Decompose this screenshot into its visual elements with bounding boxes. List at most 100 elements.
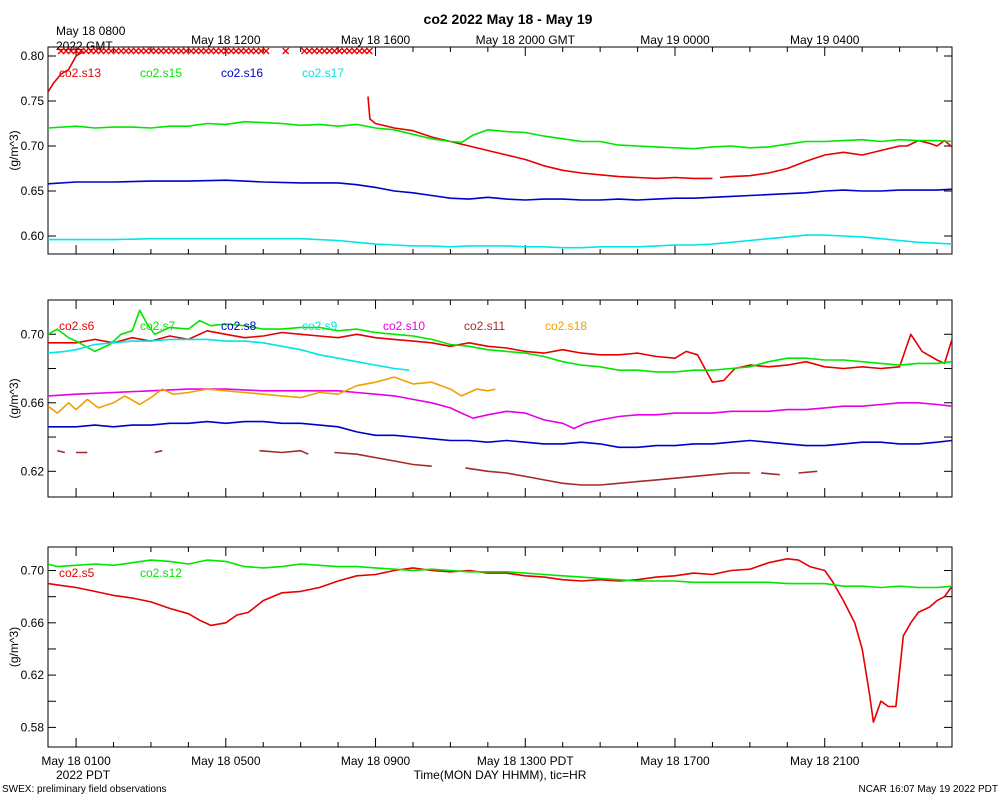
missing-data-marker [207, 47, 215, 55]
missing-data-marker [315, 47, 323, 55]
missing-data-marker [57, 47, 65, 55]
missing-data-marker [252, 47, 260, 55]
series-segment [48, 50, 85, 93]
missing-data-marker [212, 47, 220, 55]
legend-co2-s9: co2.s9 [302, 319, 338, 333]
missing-data-marker [242, 47, 250, 55]
panel-top: 0.60 0.65 0.70 0.75 0.80 (g/m^3) co2.s13 co2.s1… [7, 46, 953, 255]
missing-data-marker [107, 47, 115, 55]
missing-data-marker [192, 47, 200, 55]
missing-data-marker [365, 47, 373, 55]
missing-data-marker [137, 47, 145, 55]
pdt-tick-label: May 18 1300 PDT [477, 754, 574, 768]
missing-data-marker [127, 47, 135, 55]
series-line-co2-s9 [48, 338, 410, 371]
gmt-tick-label: May 19 0000 [640, 33, 710, 47]
missing-data-marker [62, 47, 70, 55]
series-segment [57, 449, 65, 454]
pdt-tick-label: May 18 1700 [640, 754, 710, 768]
series-line-co2-s12 [48, 559, 952, 589]
gmt-tick-label: May 19 0400 [790, 33, 860, 47]
missing-data-marker [112, 47, 120, 55]
pdt-axis-zone-label: 2022 PDT [56, 768, 111, 782]
series-line-co2-s15 [48, 120, 952, 150]
missing-data-marker [237, 47, 245, 55]
missing-data-marker [117, 47, 125, 55]
y-tick-label: 0.80 [21, 49, 45, 63]
missing-data-marker [122, 47, 130, 55]
y-tick-label: 0.70 [21, 564, 45, 578]
missing-data-marker [187, 47, 195, 55]
y-tick-label: 0.60 [21, 229, 45, 243]
series-line-co2-s5 [48, 558, 952, 723]
series-segment [761, 472, 780, 476]
missing-data-marker [305, 47, 313, 55]
series-segment [48, 376, 496, 414]
missing-data-marker [345, 47, 353, 55]
series-segment [154, 449, 163, 454]
series-line-co2-s10 [48, 388, 952, 430]
missing-data-marker [355, 47, 363, 55]
pdt-tick-label: May 18 0500 [191, 754, 261, 768]
y-tick-label: 0.66 [21, 396, 45, 410]
y-axis-label: (g/m^3) [7, 378, 21, 418]
gmt-time-axis: May 18 0800 May 18 1200 May 18 1600 May 18 … [56, 24, 860, 47]
series-line-co2-s6 [48, 330, 952, 383]
missing-data-marker [132, 47, 140, 55]
missing-data-marker [310, 47, 318, 55]
series-segment [367, 96, 713, 180]
pdt-time-axis: May 18 0100 May 18 0500 May 18 0900 May 18 … [41, 754, 859, 768]
legend-co2-s8: co2.s8 [221, 319, 257, 333]
series-segment [48, 234, 952, 249]
missing-data-marker [262, 47, 270, 55]
legend-co2-s6: co2.s6 [59, 319, 95, 333]
series-segment [48, 388, 952, 430]
panel-frame [47, 299, 953, 498]
series-segment [798, 470, 818, 474]
missing-data-marker [325, 47, 333, 55]
panel-bottom: 0.58 0.62 0.66 0.70 (g/m^3) co2.s5 co2.s12 [7, 546, 953, 748]
series-line-co2-s11 [57, 449, 818, 486]
missing-data-marker [335, 47, 343, 55]
series-segment [48, 558, 952, 723]
legend-co2-s5: co2.s5 [59, 566, 95, 580]
gmt-tick-label: May 18 1600 [341, 33, 411, 47]
missing-data-marker [217, 47, 225, 55]
legend-co2-s18: co2.s18 [545, 319, 587, 333]
series-segment [48, 338, 410, 371]
missing-data-marker [350, 47, 358, 55]
missing-data-marker [257, 47, 265, 55]
missing-data-marker [152, 47, 160, 55]
series-line-co2-s7 [48, 309, 952, 373]
series-segment [334, 451, 432, 467]
gmt-axis-zone-label: 2022 GMT [56, 39, 113, 53]
series-segment [259, 449, 309, 455]
missing-data-marker [172, 47, 180, 55]
missing-data-marker [102, 47, 110, 55]
legend-co2-s10: co2.s10 [383, 319, 425, 333]
missing-data-marker [282, 47, 290, 55]
y-tick-label: 0.62 [21, 464, 45, 478]
missing-data-markers [57, 47, 373, 55]
y-axis-label: (g/m^3) [7, 130, 21, 170]
missing-data-marker [247, 47, 255, 55]
missing-data-marker [97, 47, 105, 55]
pdt-tick-label: May 18 0900 [341, 754, 411, 768]
missing-data-marker [177, 47, 185, 55]
chart-panels: 0.60 0.65 0.70 0.75 0.80 (g/m^3) co2.s13 co2.s1… [7, 46, 953, 748]
series-segment [48, 179, 952, 201]
series-segment [48, 559, 952, 589]
series-line-co2-s13 [48, 50, 952, 180]
series-line-co2-s8 [48, 420, 952, 449]
gmt-tick-label: May 18 2000 GMT [476, 33, 576, 47]
footer-left-note: SWEX: preliminary field observations [2, 784, 167, 795]
y-tick-label: 0.58 [21, 720, 45, 734]
y-tick-label: 0.70 [21, 139, 45, 153]
legend-co2-s15: co2.s15 [140, 66, 182, 80]
pdt-tick-label: May 18 2100 [790, 754, 860, 768]
missing-data-marker [300, 47, 308, 55]
series-segment [48, 120, 952, 150]
series-line-co2-s16 [48, 179, 952, 201]
legend-co2-s13: co2.s13 [59, 66, 101, 80]
